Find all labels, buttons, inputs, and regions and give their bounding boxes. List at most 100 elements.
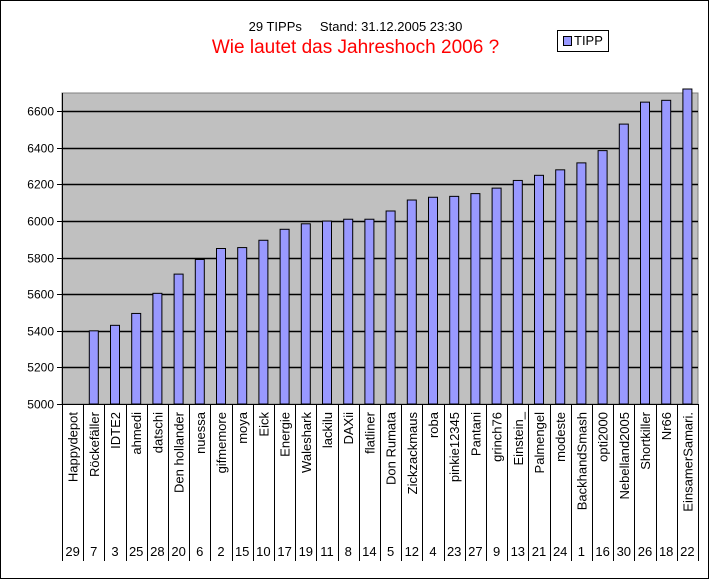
category-label: Nebelland2005 <box>617 412 632 499</box>
bar <box>131 312 142 405</box>
bar <box>194 258 205 405</box>
bar <box>258 239 269 405</box>
bar <box>364 218 375 405</box>
category-label: Nr66 <box>659 412 674 440</box>
rank-label: 20 <box>171 544 185 559</box>
y-tick-label: 5400 <box>27 325 54 339</box>
rank-label: 22 <box>680 544 694 559</box>
bar <box>597 150 608 405</box>
y-tick-label: 5200 <box>27 361 54 375</box>
rank-label: 14 <box>362 544 376 559</box>
rank-label: 4 <box>429 544 436 559</box>
bar <box>152 292 163 405</box>
category-label: datschi <box>150 412 165 453</box>
rank-label: 26 <box>638 544 652 559</box>
category-label: grinch76 <box>490 412 505 462</box>
bar <box>512 179 523 405</box>
rank-label: 3 <box>111 544 118 559</box>
category-label: Eick <box>256 412 271 437</box>
y-tick-label: 5000 <box>27 398 54 412</box>
rank-label: 19 <box>299 544 313 559</box>
y-tick-label: 6400 <box>27 142 54 156</box>
rank-label: 6 <box>196 544 203 559</box>
bar <box>555 169 566 405</box>
bar <box>279 228 290 405</box>
rank-label: 13 <box>511 544 525 559</box>
category-label: nuessa <box>193 411 208 454</box>
category-label: Röckefäller <box>87 411 102 477</box>
rank-label: 23 <box>447 544 461 559</box>
category-label: Energie <box>278 412 293 457</box>
bar <box>406 199 417 405</box>
legend-label: TIPP <box>574 33 603 48</box>
rank-label: 21 <box>532 544 546 559</box>
bar <box>237 247 248 405</box>
category-label: DAXii <box>341 412 356 445</box>
category-label: opti2000 <box>596 412 611 462</box>
bar <box>385 210 396 405</box>
y-tick-label: 6600 <box>27 105 54 119</box>
category-label: flatliner <box>362 411 377 454</box>
bar <box>534 174 544 405</box>
bar <box>640 101 650 405</box>
rank-label: 28 <box>150 544 164 559</box>
plot-area <box>61 92 699 405</box>
category-label: BackhandSmash <box>574 412 589 510</box>
bar <box>470 193 481 405</box>
category-label: modeste <box>553 412 568 462</box>
bar <box>216 248 226 405</box>
rank-label: 2 <box>217 544 224 559</box>
rank-label: 1 <box>578 544 585 559</box>
rank-label: 30 <box>617 544 631 559</box>
rank-label: 12 <box>405 544 419 559</box>
legend-swatch <box>563 36 572 46</box>
category-label: Palmengel <box>532 412 547 474</box>
category-label: Shortkiller <box>638 411 653 469</box>
bar <box>322 220 332 405</box>
rank-label: 8 <box>345 544 352 559</box>
rank-label: 9 <box>493 544 500 559</box>
bar <box>576 162 587 405</box>
rank-label: 29 <box>65 544 79 559</box>
y-tick-label: 5800 <box>27 252 54 266</box>
category-label: Happydepot <box>66 412 81 482</box>
rank-label: 25 <box>129 544 143 559</box>
rank-label: 18 <box>659 544 673 559</box>
category-label: IDTE2 <box>108 412 123 449</box>
rank-label: 11 <box>320 544 334 559</box>
rank-label: 15 <box>235 544 249 559</box>
category-label: EinsamerSamari. <box>680 412 695 512</box>
category-label: Zickzackmaus <box>405 412 420 495</box>
rank-label: 16 <box>595 544 609 559</box>
bar <box>618 123 629 405</box>
bar <box>300 223 311 405</box>
category-label: moya <box>235 411 250 444</box>
chart-title: Wie lautet das Jahreshoch 2006 ? <box>211 37 500 58</box>
rank-label: 17 <box>277 544 291 559</box>
y-tick-label: 6000 <box>27 215 54 229</box>
category-label: ahmedi <box>129 412 144 455</box>
rank-label: 27 <box>468 544 482 559</box>
bar <box>682 88 693 405</box>
category-label: Pantani <box>468 412 483 456</box>
rank-label: 24 <box>553 544 567 559</box>
bar <box>110 324 120 405</box>
bar <box>88 330 99 405</box>
rank-label: 10 <box>256 544 270 559</box>
rank-label: 5 <box>387 544 394 559</box>
y-tick-label: 6200 <box>27 178 54 192</box>
bar <box>173 273 184 405</box>
bar <box>343 218 354 405</box>
category-label: Den hollander <box>172 411 187 493</box>
bar <box>661 99 672 405</box>
bar <box>491 187 502 405</box>
category-label: roba <box>426 411 441 438</box>
y-tick-label: 5600 <box>27 288 54 302</box>
category-label: Don Rumata <box>384 411 399 485</box>
category-label: Waleshark <box>299 412 314 473</box>
rank-label: 7 <box>90 544 97 559</box>
category-label: lackilu <box>320 412 335 448</box>
legend: TIPP <box>557 30 609 52</box>
